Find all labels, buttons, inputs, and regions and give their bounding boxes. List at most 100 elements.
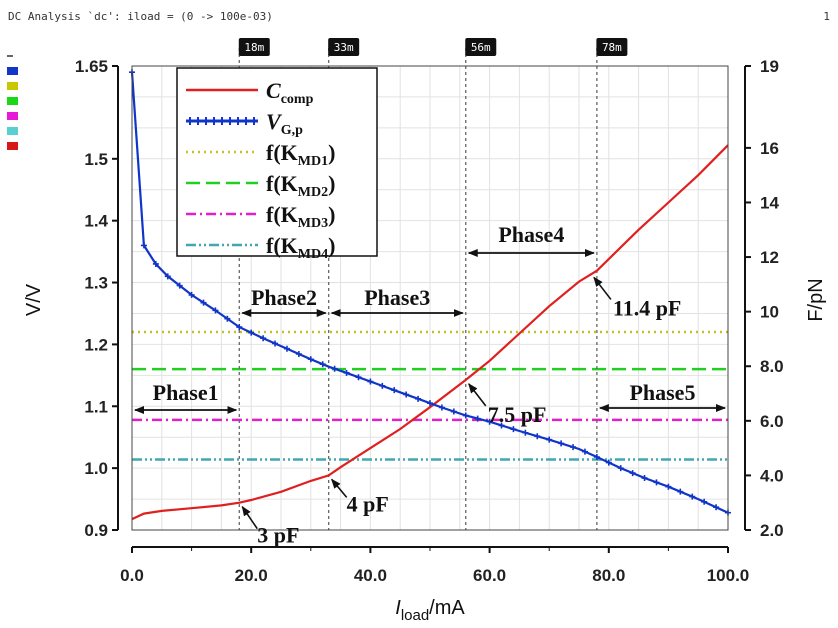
- legend-label-3: f(KMD2): [266, 171, 335, 200]
- vertical-markers: 18m 33m 56m 78m: [238, 38, 628, 530]
- series-point-1: [665, 483, 672, 490]
- y-left-tick-label: 1.0: [84, 459, 108, 478]
- series-point-1: [593, 453, 600, 460]
- legend-label-0: Ccomp: [266, 78, 314, 107]
- series-point-1: [438, 404, 445, 411]
- phase-label-1: Phase1: [153, 380, 219, 405]
- y-right-tick-label: 10: [760, 303, 779, 322]
- kmd3-swatch: [7, 112, 18, 120]
- y-right-tick-label: 6.0: [760, 412, 784, 431]
- y-right-tick-label: 14: [760, 193, 779, 212]
- series-point-1: [272, 340, 279, 347]
- kmd2-swatch: [7, 97, 18, 105]
- legend-label-tail: ): [328, 140, 335, 165]
- series-point-1: [570, 444, 577, 451]
- series-point-1: [450, 408, 457, 415]
- y-right-tick-label: 2.0: [760, 521, 784, 540]
- series-point-1: [498, 422, 505, 429]
- series-line-0: [131, 144, 729, 521]
- marker-label-bg-3: [596, 38, 628, 56]
- series-point-1: [629, 470, 636, 477]
- y-left-tick-label: 1.5: [84, 150, 108, 169]
- axis-ticks: 0.0 20.0 40.0 60.0 80.0 100.0 0.9 1.0 1.1 1.2 1.3 1…: [75, 57, 784, 585]
- series-point-1: [295, 350, 302, 357]
- x-tick-label: 0.0: [120, 566, 144, 585]
- x-axis-label-unit: /mA: [429, 597, 465, 619]
- series-point-1: [319, 361, 326, 368]
- legend-label-sub: MD1: [298, 154, 328, 169]
- marker-label-0: 18m: [244, 41, 264, 54]
- reference-lines: [132, 330, 728, 461]
- y-left-tick-label: 1.2: [84, 335, 108, 354]
- swatch-dash: [7, 55, 13, 57]
- annotation-arrow-2: [331, 478, 348, 498]
- x-tick-label: 80.0: [592, 566, 625, 585]
- annotation-label-2: 4 pF: [347, 491, 389, 516]
- legend-box: [176, 67, 378, 257]
- series-point-1: [200, 299, 207, 306]
- series-point-1: [331, 365, 338, 372]
- annotation-arrow-1: [241, 505, 258, 530]
- marker-label-2: 56m: [471, 41, 491, 54]
- series-point-1: [462, 412, 469, 419]
- annotation-arrow-4: [593, 276, 612, 300]
- x-axis-label-main: I: [395, 597, 401, 619]
- y-right-tick-label: 8.0: [760, 357, 784, 376]
- x-tick-label: 100.0: [707, 566, 750, 585]
- series-point-1: [307, 356, 314, 363]
- y-left-tick-label: 0.9: [84, 521, 108, 540]
- series-point-1: [176, 282, 183, 289]
- page-number: 1: [823, 10, 830, 23]
- annotation-arrow-3: [468, 383, 487, 407]
- legend-label-sub: comp: [281, 92, 314, 107]
- series-point-1: [510, 426, 517, 433]
- legend-label-main: V: [266, 109, 283, 134]
- series-point-1: [140, 242, 147, 249]
- legend-label-sub: G,p: [281, 123, 303, 138]
- marker-label-1: 33m: [334, 41, 354, 54]
- series-point-1: [260, 335, 267, 342]
- series-point-1: [164, 273, 171, 280]
- series-point-1: [522, 429, 529, 436]
- phase-annotations: Phase1 Phase2 Phase3 Phase4 Phase5: [134, 222, 726, 414]
- x-tick-label: 60.0: [473, 566, 506, 585]
- series-point-1: [224, 315, 231, 322]
- series-point-1: [546, 436, 553, 443]
- x-axis-label-sub: load: [401, 607, 429, 624]
- legend-label-main: C: [266, 78, 281, 103]
- legend-label-tail: ): [328, 202, 335, 227]
- series-point-1: [474, 415, 481, 422]
- legend-label-4: f(KMD3): [266, 202, 335, 231]
- series-point-1: [713, 504, 720, 511]
- marker-label-bg-0: [238, 38, 270, 56]
- series-point-1: [677, 488, 684, 495]
- x-axis-label: Iload/mA: [395, 597, 465, 624]
- phase-label-5: Phase5: [629, 380, 695, 405]
- legend-label-sub: MD3: [298, 216, 328, 231]
- kmd1-swatch: [7, 82, 18, 90]
- legend-label-tail: ): [328, 171, 335, 196]
- y-right-tick-label: 4.0: [760, 466, 784, 485]
- series-point-1: [248, 329, 255, 336]
- legend-label-5: f(KMD4): [266, 233, 335, 262]
- series-point-1: [355, 374, 362, 381]
- kmd4-swatch: [7, 127, 18, 135]
- y-left-tick-label: 1.1: [84, 397, 108, 416]
- series-point-1: [617, 465, 624, 472]
- legend-label-sub: MD4: [298, 247, 328, 262]
- series-point-1: [689, 493, 696, 500]
- x-tick-label: 20.0: [235, 566, 268, 585]
- y-left-tick-label: 1.4: [84, 212, 108, 231]
- plot-border: [131, 65, 729, 531]
- y-left-tick-label: 1.3: [84, 274, 108, 293]
- series-point-1: [391, 387, 398, 394]
- vgp-swatch: [7, 67, 18, 75]
- series-point-1: [415, 395, 422, 402]
- series-point-1: [534, 433, 541, 440]
- series-point-1: [427, 400, 433, 407]
- marker-label-bg-2: [465, 38, 497, 56]
- series-point-1: [152, 260, 159, 267]
- series-point-1: [188, 291, 195, 298]
- series-point-1: [403, 391, 410, 398]
